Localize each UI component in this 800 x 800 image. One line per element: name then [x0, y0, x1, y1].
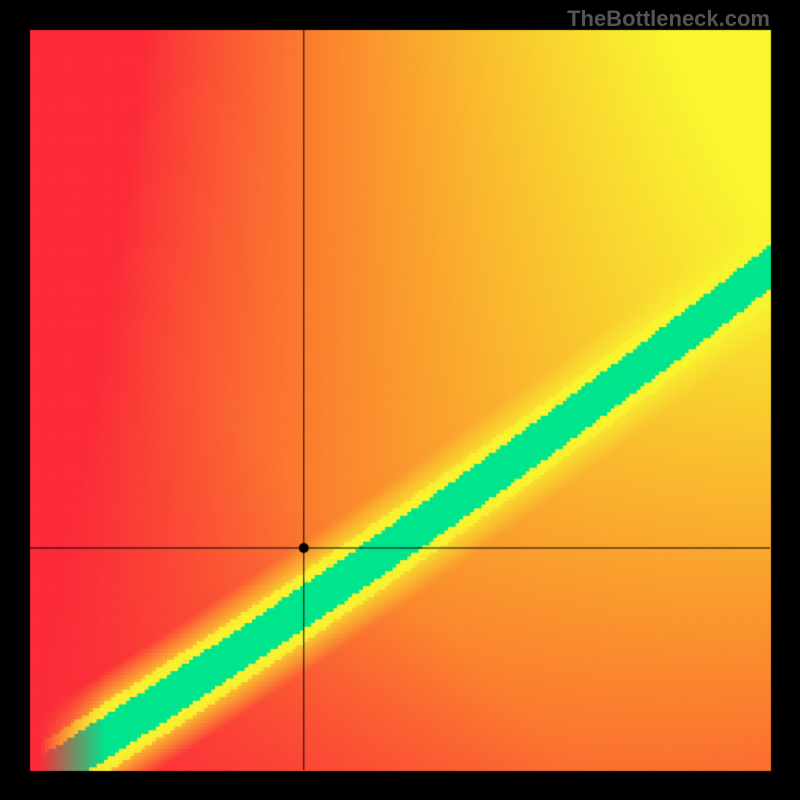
- attribution-text: TheBottleneck.com: [567, 6, 770, 32]
- chart-container: TheBottleneck.com: [0, 0, 800, 800]
- bottleneck-heatmap: [0, 0, 800, 800]
